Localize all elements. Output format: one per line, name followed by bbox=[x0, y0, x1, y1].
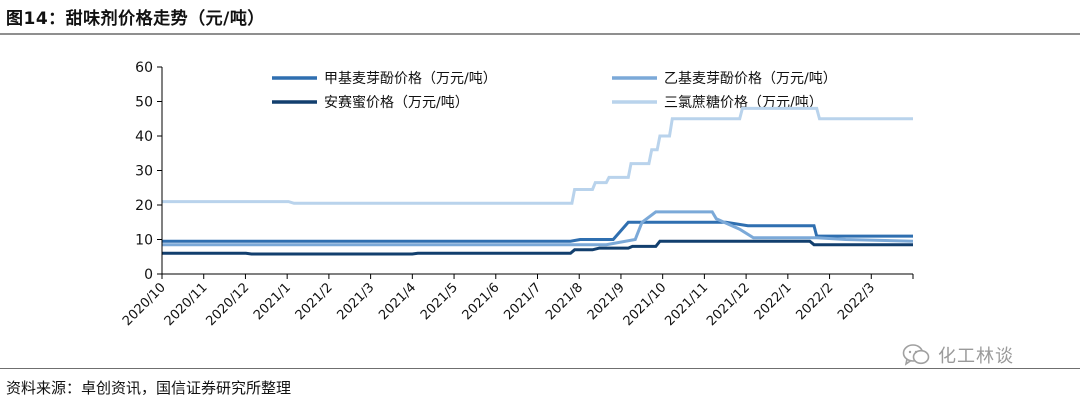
x-tick-label: 2020/11 bbox=[162, 280, 211, 329]
x-tick-label: 2021/8 bbox=[543, 280, 586, 323]
watermark-text: 化工林谈 bbox=[938, 346, 1014, 367]
x-tick-label: 2022/3 bbox=[835, 280, 878, 323]
y-tick-label: 20 bbox=[135, 198, 153, 214]
x-tick-label: 2021/4 bbox=[376, 280, 419, 323]
sweetener-price-chart: 甲基麦芽酚价格（万元/吨） 乙基麦芽酚价格（万元/吨）安赛蜜价格（万元/吨） 三氯蔗… bbox=[120, 60, 914, 329]
y-tick-label: 0 bbox=[144, 267, 153, 283]
x-tick-label: 2021/1 bbox=[251, 280, 294, 323]
series-line-3 bbox=[162, 239, 913, 256]
legend-label-3: 安赛蜜价格（万元/吨） bbox=[324, 95, 469, 111]
x-tick-label: 2021/11 bbox=[662, 280, 711, 329]
y-tick-label: 10 bbox=[135, 233, 153, 249]
series-layer bbox=[162, 106, 914, 256]
series-line-1 bbox=[162, 220, 913, 243]
x-tick-label: 2021/3 bbox=[334, 280, 377, 323]
figure-title: 图14：甜味剂价格走势（元/吨） bbox=[6, 9, 265, 29]
y-tick-label: 60 bbox=[135, 60, 153, 76]
wechat-icon bbox=[902, 344, 930, 366]
title-divider bbox=[0, 33, 1080, 35]
watermark: 化工林谈 bbox=[902, 342, 1014, 368]
x-tick-label: 2020/12 bbox=[203, 280, 252, 329]
x-tick-label: 2021/2 bbox=[293, 280, 336, 323]
series-line-4 bbox=[162, 106, 913, 205]
x-tick-label: 2021/5 bbox=[418, 280, 461, 323]
legend-label-2: 乙基麦芽酚价格（万元/吨） bbox=[664, 70, 837, 87]
source-note: 资料来源：卓创资讯，国信证券研究所整理 bbox=[6, 379, 292, 397]
series-line-2 bbox=[162, 210, 914, 247]
x-tick-label: 2022/2 bbox=[793, 280, 836, 323]
legend-label-1: 甲基麦芽酚价格（万元/吨） bbox=[324, 70, 497, 87]
x-tick-label: 2021/7 bbox=[501, 280, 544, 323]
x-tick-label: 2020/10 bbox=[120, 280, 169, 329]
x-tick-label: 2021/12 bbox=[704, 280, 753, 329]
y-tick-label: 30 bbox=[135, 164, 153, 180]
x-tick-label: 2022/1 bbox=[752, 280, 795, 323]
y-tick-label: 40 bbox=[135, 129, 153, 145]
chart-legend: 甲基麦芽酚价格（万元/吨） 乙基麦芽酚价格（万元/吨）安赛蜜价格（万元/吨） 三氯蔗… bbox=[272, 70, 837, 111]
x-tick-label: 2021/10 bbox=[621, 280, 670, 329]
x-tick-label: 2021/6 bbox=[460, 280, 503, 323]
y-tick-label: 50 bbox=[135, 95, 153, 111]
footer-divider bbox=[0, 368, 1080, 369]
